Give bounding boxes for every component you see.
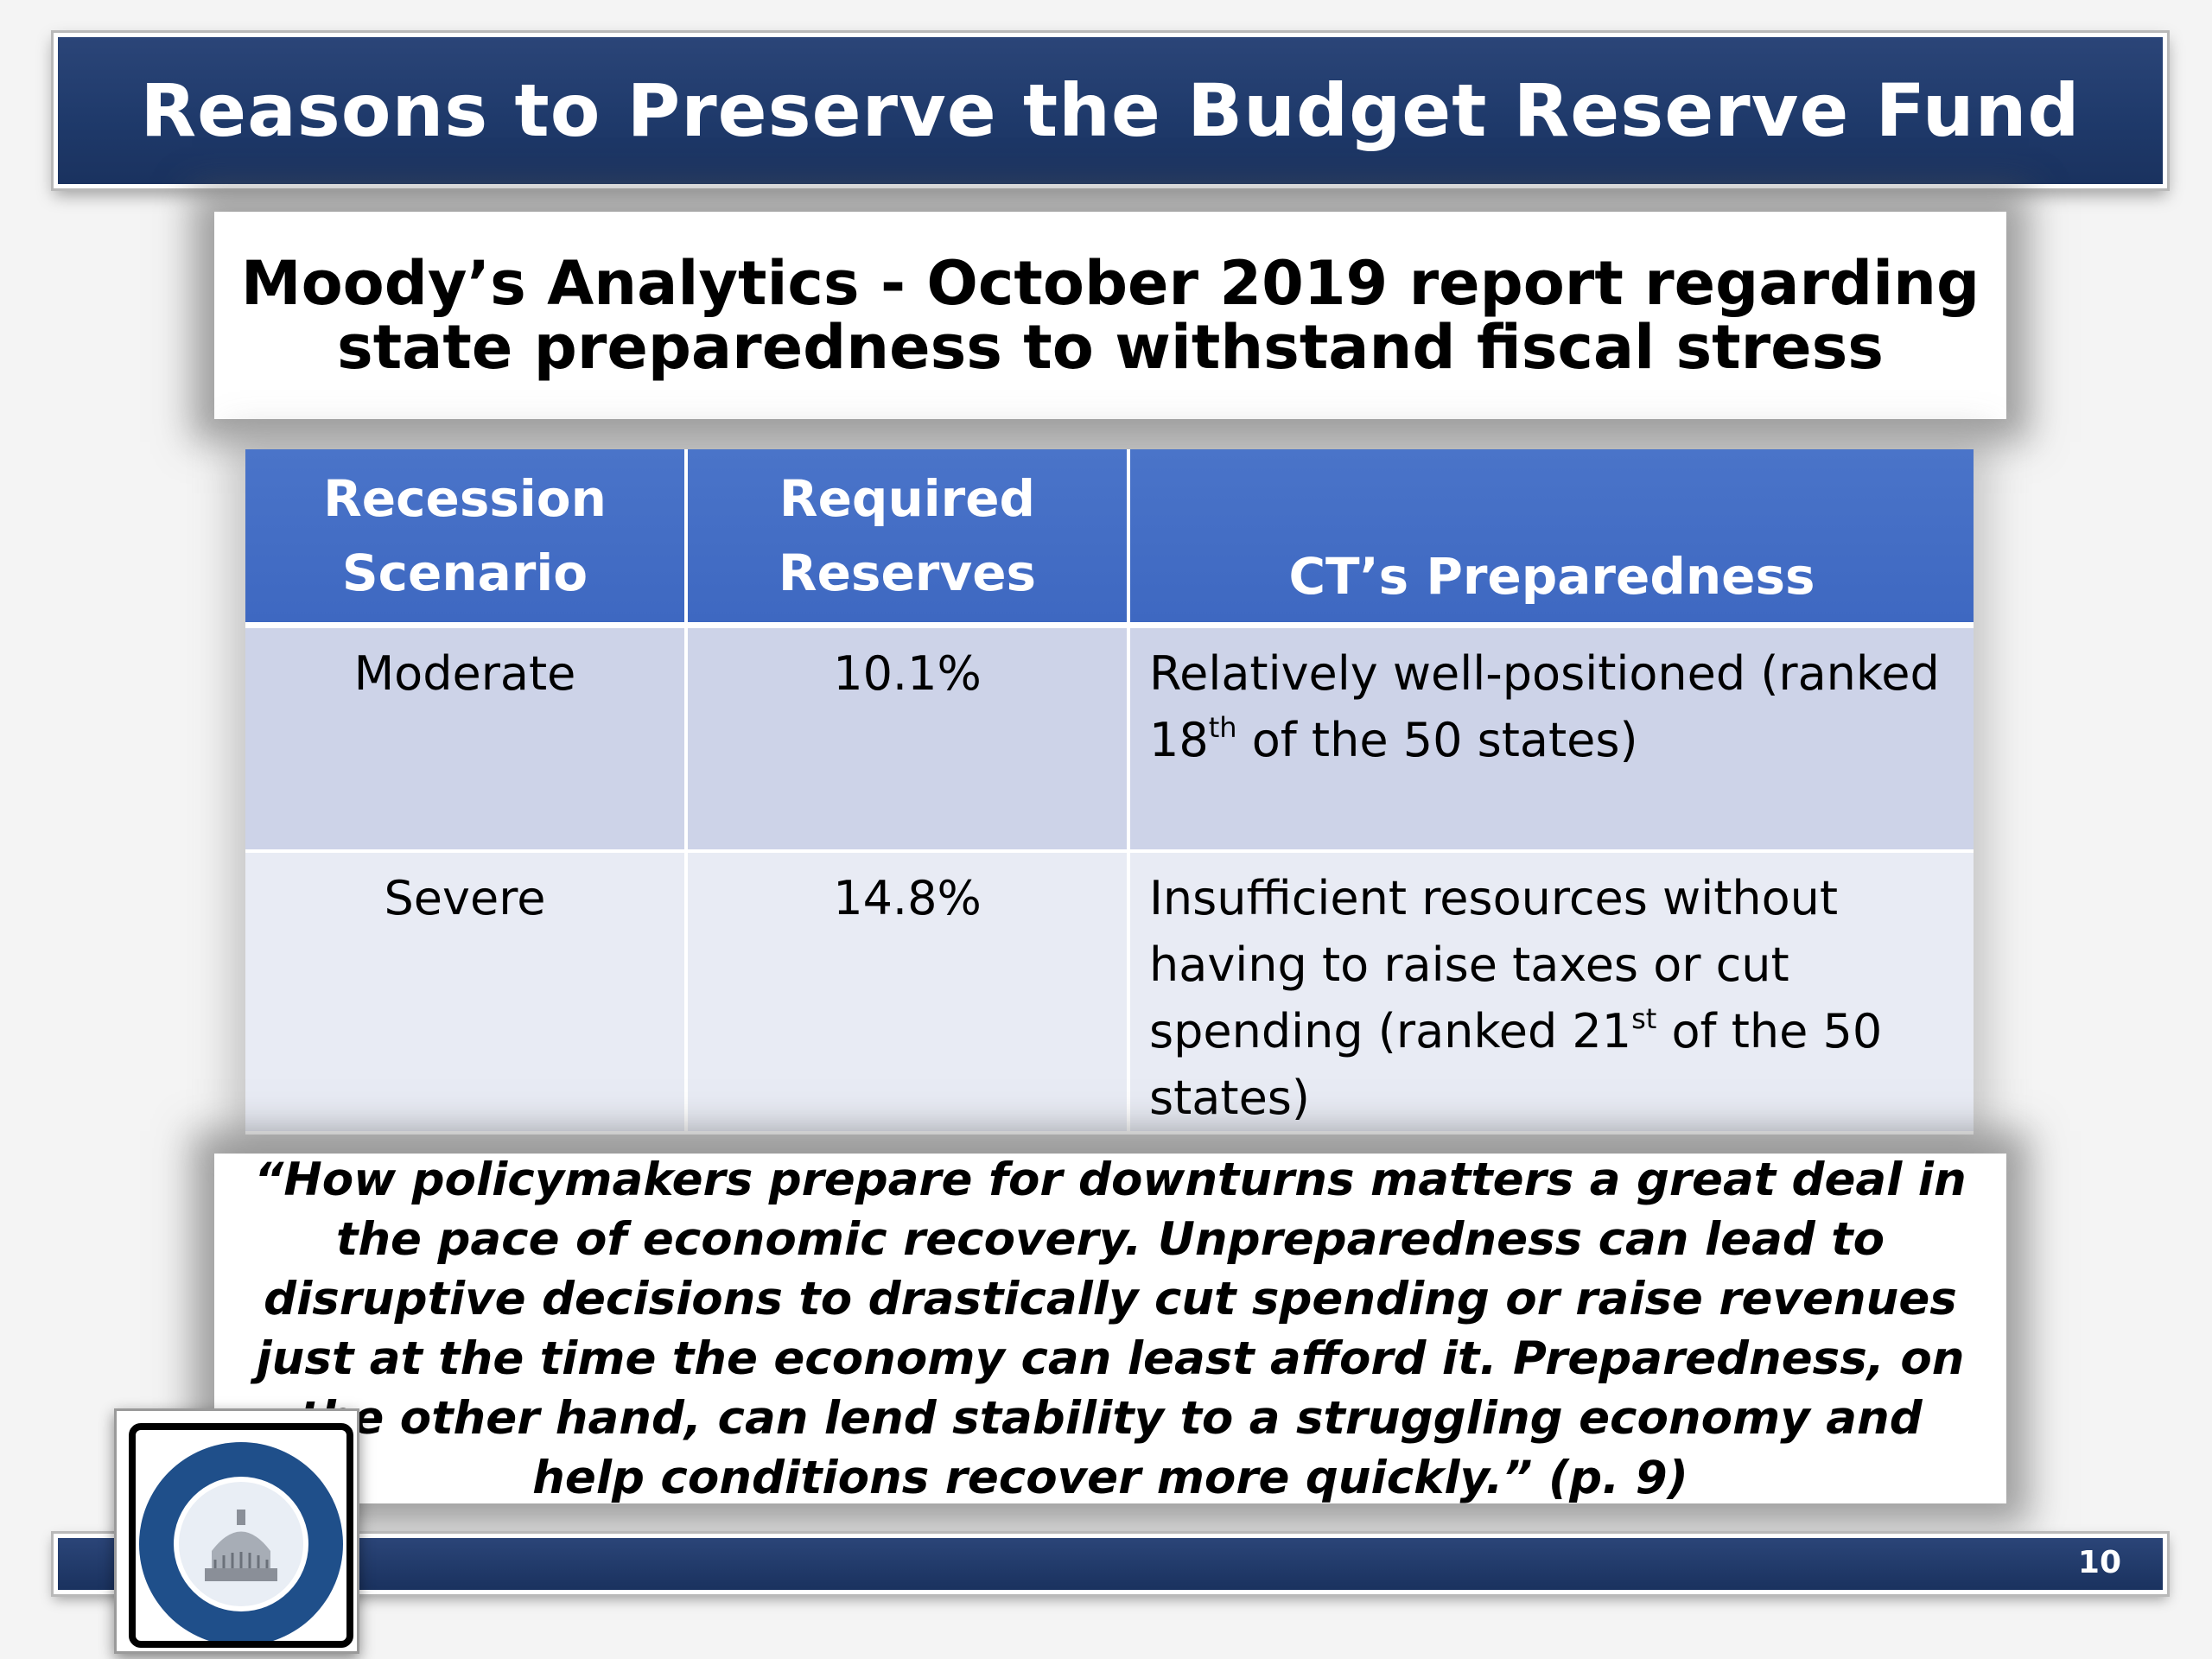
title-bar: Reasons to Preserve the Budget Reserve F… — [54, 33, 2167, 188]
reserves-cell: 14.8% — [686, 851, 1130, 1135]
subtitle-box: Moody’s Analytics - October 2019 report … — [214, 212, 2006, 419]
logo-badge — [129, 1423, 353, 1648]
slide-subtitle: Moody’s Analytics - October 2019 report … — [240, 248, 1980, 383]
scenario-cell: Severe — [245, 851, 688, 1135]
footer-bar: 10 — [54, 1534, 2167, 1594]
ordinal-suffix: th — [1208, 711, 1237, 744]
table-row: Moderate 10.1% Relatively well-positione… — [245, 625, 1974, 853]
preparedness-text-end: of the 50 states) — [1149, 1004, 1883, 1125]
quote-box: “How policymakers prepare for downturns … — [214, 1154, 2006, 1504]
table-row: Severe 14.8% Insufficient resources with… — [245, 851, 1974, 1135]
scenario-cell: Moderate — [245, 625, 688, 853]
header-required-reserves: Required Reserves — [686, 449, 1130, 628]
ordinal-suffix: st — [1631, 1002, 1657, 1035]
preparedness-cell: Relatively well-positioned (ranked 18th … — [1128, 625, 1974, 853]
slide-title: Reasons to Preserve the Budget Reserve F… — [140, 68, 2081, 153]
page-number: 10 — [2077, 1545, 2121, 1580]
capitol-dome-seal-icon — [139, 1442, 343, 1641]
header-ct-preparedness: CT’s Preparedness — [1128, 449, 1974, 628]
preparedness-text: Relatively well-positioned (ranked 18 — [1149, 646, 1940, 767]
preparedness-text-end: of the 50 states) — [1236, 713, 1638, 767]
header-recession-scenario: Recession Scenario — [245, 449, 688, 628]
preparedness-cell-alert: Insufficient resources without having to… — [1128, 851, 1974, 1135]
table-header-row: Recession Scenario Required Reserves CT’… — [245, 449, 1974, 628]
opm-logo — [114, 1408, 359, 1654]
quote-text: “How policymakers prepare for downturns … — [254, 1153, 1967, 1504]
reserves-cell: 10.1% — [686, 625, 1130, 853]
preparedness-table: Recession Scenario Required Reserves CT’… — [245, 449, 1974, 1135]
preparedness-text: Insufficient resources without having to… — [1149, 871, 1839, 1058]
